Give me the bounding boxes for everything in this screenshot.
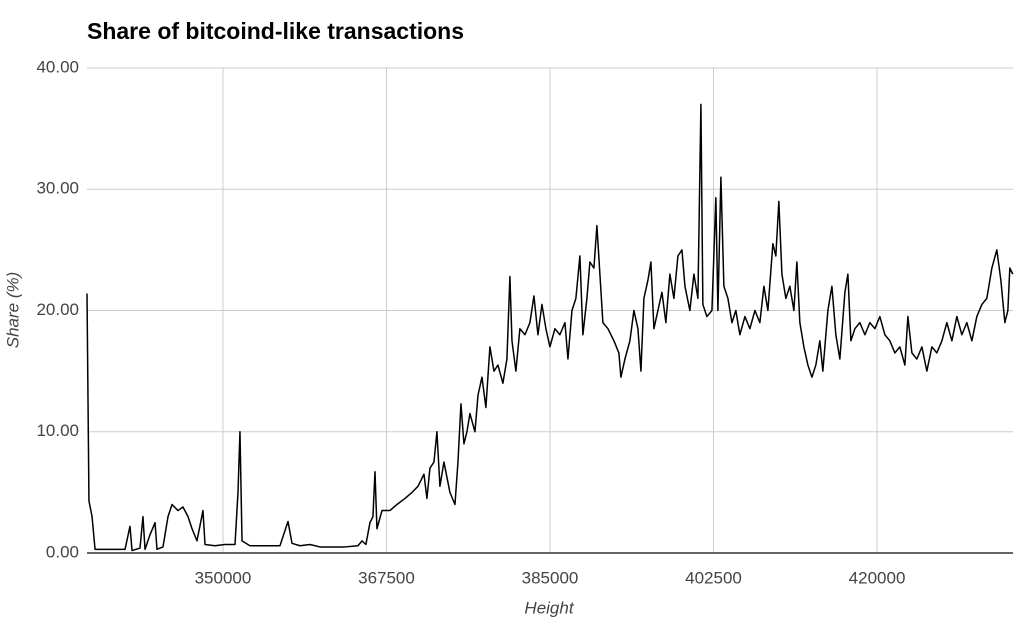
x-tick-label: 420000 <box>849 568 906 587</box>
x-axis-label: Height <box>524 598 574 617</box>
y-tick-label: 40.00 <box>36 57 79 76</box>
y-tick-label: 10.00 <box>36 421 79 440</box>
y-axis-label: Share (%) <box>3 272 22 349</box>
chart-title: Share of bitcoind-like transactions <box>87 18 464 44</box>
x-tick-label: 367500 <box>358 568 415 587</box>
x-tick-label: 385000 <box>522 568 579 587</box>
line-series <box>86 103 1014 552</box>
x-tick-label: 350000 <box>195 568 252 587</box>
y-tick-label: 20.00 <box>36 300 79 319</box>
y-tick-label: 0.00 <box>46 542 79 561</box>
x-tick-label: 402500 <box>685 568 742 587</box>
y-tick-label: 30.00 <box>36 179 79 198</box>
